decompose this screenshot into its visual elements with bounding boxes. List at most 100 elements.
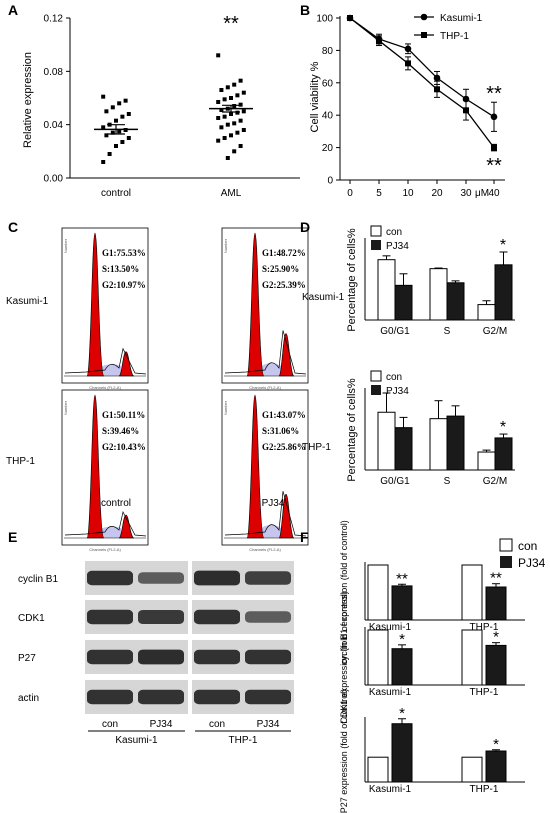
flow-frame [221, 227, 309, 384]
flow-g1-value: G1:75.53% [102, 248, 146, 258]
panel-d-category: G0/G1 [380, 326, 410, 337]
panel-f-significance: * [399, 705, 405, 722]
panel-f-category: Kasumi-1 [369, 687, 412, 698]
panel-a-point [235, 110, 240, 115]
panel-a-point [216, 138, 221, 143]
panel-a-point [110, 130, 115, 135]
panel-f-significance: * [399, 631, 405, 648]
panel-a-point [104, 133, 109, 138]
panel-a-point [241, 109, 246, 114]
panel-f-bar [461, 564, 483, 621]
panel-a-point [235, 93, 240, 98]
panel-f-category: THP-1 [470, 784, 499, 795]
blot-band [194, 570, 240, 586]
panel-b-point [463, 107, 469, 114]
panel-f-significance: * [493, 629, 499, 646]
flow-frame [61, 227, 149, 384]
flow-yaxis-label: Number [223, 238, 228, 253]
panel-a-point [229, 133, 233, 138]
panel-d-bar [494, 437, 513, 471]
blot-band [194, 689, 240, 705]
panel-f-bar [391, 585, 413, 621]
blot-lane-label: PJ34 [150, 719, 173, 730]
panel-b-ytick-label: 80 [322, 46, 334, 57]
panel-a-point [120, 114, 125, 119]
panel-f: F con PJ34 cyclin B1 expression (fold of… [300, 520, 546, 813]
flow-g1-value: G1:48.72% [262, 248, 306, 258]
legend-kasumi-label: Kasumi-1 [440, 13, 483, 24]
panel-a-point [241, 90, 246, 95]
panel-f-significance: ** [396, 570, 408, 587]
panel-f-bar [485, 644, 507, 686]
panel-d-significance: * [500, 419, 506, 436]
panel-d-bar [477, 304, 496, 321]
flow-g1-value: G1:50.11% [102, 410, 145, 420]
panel-b-series-line [349, 17, 495, 118]
panel-b-ytick-label: 100 [316, 14, 333, 25]
panel-d-bar [494, 264, 513, 321]
flow-s-phase-fill [258, 524, 281, 538]
flow-histogram-0-1: Channels (FL2-A) Number G1:48.72% S:25.90% G… [221, 227, 309, 390]
panel-b-xtick-label: 30 [460, 188, 472, 199]
panel-b-ytick-label: 60 [322, 78, 334, 89]
panel-f-significance: ** [490, 570, 502, 587]
panel-b-ytick-label: 0 [327, 176, 333, 187]
panel-d-bar [446, 415, 465, 471]
d2-legend-con-swatch [370, 370, 382, 382]
panel-c-row-kasumi: Kasumi-1 [6, 296, 49, 307]
f-legend-pj34-swatch [500, 556, 512, 568]
panel-d-bar [394, 284, 413, 321]
panel-d-bar [377, 411, 396, 471]
panel-b-label: B [300, 2, 310, 18]
panel-a-point [225, 156, 230, 160]
flow-xaxis-label: Channels (FL2-A) [249, 385, 281, 390]
panel-d-category: S [444, 326, 451, 337]
panel-d-legend-1: con PJ34 [370, 225, 409, 252]
flow-g2-value: G2:25.39% [262, 280, 306, 290]
panel-f-category: Kasumi-1 [369, 622, 412, 633]
flow-frame [221, 389, 309, 546]
panel-b-ytick-label: 40 [322, 111, 334, 122]
panel-a-point [232, 82, 237, 87]
panel-a-point [241, 128, 246, 132]
panel-a-cat-control: control [101, 188, 131, 199]
panel-f-bar [461, 629, 483, 686]
panel-a-point [222, 136, 227, 140]
panel-f-category: THP-1 [470, 687, 499, 698]
d1-legend-pj34-swatch [371, 240, 381, 250]
panel-d: D Percentage of cells%Kasumi-1G0/G1 S G2/M… [300, 219, 515, 487]
panel-a-ytick-label: 0.12 [44, 14, 64, 25]
d2-legend-con: con [386, 372, 402, 383]
panel-d-chart-1: Percentage of cells% THP-1 G0/G1 S G2/M * [302, 378, 515, 487]
panel-a-point [225, 122, 230, 127]
flow-g2-value: G2:10.43% [102, 442, 146, 452]
blot-band [194, 609, 240, 625]
flow-g2-peak [118, 351, 135, 377]
panel-a-point [117, 101, 122, 106]
panel-a-ytick-label: 0.04 [44, 120, 64, 131]
flow-g2-peak [118, 514, 135, 539]
f-legend-pj34: PJ34 [518, 556, 546, 570]
panel-f-bar [391, 648, 413, 686]
panel-d-bar [446, 282, 465, 321]
flow-s-value: S:39.46% [102, 426, 139, 436]
panel-f-chart-1: CDK1 expression (fold of control) Kasumi-… [339, 591, 525, 724]
panel-c-col-pj34: PJ34 [262, 498, 285, 509]
panel-a-point [110, 105, 115, 110]
blot-group-label: THP-1 [229, 735, 258, 746]
panel-a-point [216, 53, 221, 58]
panel-d-bar [429, 268, 448, 321]
d2-legend-pj34: PJ34 [386, 386, 409, 397]
panel-b-series-line [349, 17, 495, 148]
panel-a-point [216, 100, 221, 104]
blot-band [87, 649, 133, 665]
panel-d-bar [394, 427, 413, 471]
panel-b-xtick-label: 20 [431, 188, 443, 199]
blot-band [245, 649, 291, 665]
panel-a-point [216, 116, 221, 120]
panel-a-point [101, 160, 106, 164]
panel-c-col-control: control [101, 498, 131, 509]
panel-a-point [222, 97, 227, 102]
panel-d-ylabel: Percentage of cells% [346, 378, 358, 482]
